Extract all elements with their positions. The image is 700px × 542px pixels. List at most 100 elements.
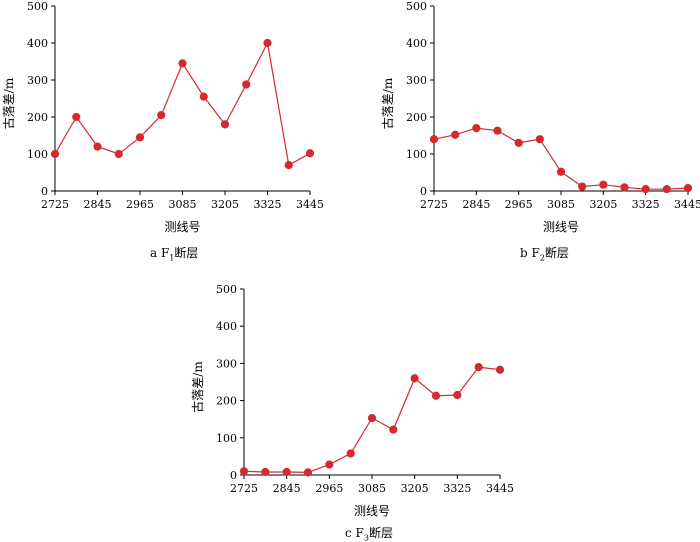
y-tick-label: 500	[27, 0, 48, 13]
data-point	[620, 183, 629, 192]
x-tick-label: 3205	[401, 482, 429, 495]
data-point	[493, 126, 502, 135]
data-point	[261, 467, 270, 477]
x-tick-label: 2845	[84, 198, 112, 211]
chart-b-caption: b F2断层	[520, 244, 569, 262]
chart-b-caption-sub: 2	[539, 253, 545, 263]
y-axis-title: 古落差/m	[1, 77, 16, 129]
y-tick-label: 300	[27, 74, 48, 87]
x-tick-label: 2725	[230, 482, 258, 495]
data-point	[495, 365, 505, 374]
data-point	[453, 390, 462, 400]
y-tick-label: 300	[216, 357, 237, 370]
data-point	[389, 425, 398, 434]
chart-c-caption-suffix: 断层	[368, 526, 393, 540]
y-tick-label: 400	[406, 37, 427, 50]
x-tick-label: 3445	[674, 198, 700, 211]
x-tick-label: 2965	[126, 198, 154, 211]
y-tick-label: 200	[216, 395, 237, 408]
chart-b-caption-suffix: 断层	[544, 246, 569, 260]
x-tick-label: 3085	[547, 198, 575, 211]
chart-c-svg: 0 100 200 300 400 500 2725 2845 2965 3085 3205 3325…	[190, 283, 514, 518]
data-point	[72, 112, 81, 122]
chart-b-caption-prefix: b F	[520, 246, 540, 260]
chart-c-caption: c F3断层	[345, 524, 393, 542]
data-point	[556, 167, 566, 176]
data-point	[451, 130, 460, 139]
x-tick-label: 2845	[273, 482, 301, 495]
x-tick-label: 2845	[462, 198, 490, 211]
chart-a-caption: a F1断层	[150, 244, 198, 262]
data-point	[367, 413, 377, 423]
y-tick-label: 500	[216, 283, 237, 296]
data-point	[683, 183, 693, 193]
chart-panel-b: 0 100 200 300 400 500 2725 2845 2965 3085 3205 3325…	[370, 0, 700, 262]
x-tick-label: 3205	[211, 198, 239, 211]
x-tick-label: 3205	[589, 198, 617, 211]
x-tick-label: 3085	[358, 482, 386, 495]
chart-a-caption-prefix: a F	[150, 246, 170, 260]
x-tick-label: 3325	[443, 482, 471, 495]
y-tick-label: 300	[406, 74, 427, 87]
data-point	[346, 449, 355, 458]
data-point	[135, 133, 145, 142]
data-point	[410, 374, 419, 383]
data-point	[325, 460, 334, 469]
y-tick-label: 100	[27, 148, 48, 161]
data-point	[199, 92, 208, 101]
x-tick-label: 3325	[254, 198, 282, 211]
data-point	[239, 467, 249, 476]
data-point	[305, 149, 315, 158]
y-tick-label: 400	[216, 320, 237, 333]
data-point	[535, 135, 544, 144]
y-tick-label: 0	[41, 185, 48, 198]
chart-panel-a: 0 100 200 300 400 500 2725 2845 2965 3085 3205 3325…	[0, 0, 330, 262]
data-point	[641, 185, 650, 194]
y-tick-label: 200	[406, 111, 427, 124]
data-point	[178, 59, 187, 68]
chart-a-caption-suffix: 断层	[174, 246, 199, 260]
y-tick-label: 0	[230, 469, 237, 482]
data-point	[429, 135, 439, 144]
x-tick-label: 2965	[505, 198, 533, 211]
y-tick-label: 400	[27, 37, 48, 50]
x-tick-label: 3445	[296, 198, 324, 211]
data-point	[242, 80, 251, 89]
x-axis-title: 测线号	[164, 220, 200, 234]
x-axis-title: 测线号	[354, 504, 390, 518]
chart-c-caption-prefix: c F	[345, 526, 364, 540]
data-point	[114, 149, 123, 159]
data-point	[578, 182, 587, 191]
data-point	[50, 149, 60, 159]
data-point	[431, 391, 441, 400]
y-tick-label: 200	[27, 111, 48, 124]
chart-c-caption-sub: 3	[363, 533, 369, 542]
chart-panel-c: 0 100 200 300 400 500 2725 2845 2965 3085 3205 3325…	[180, 282, 520, 542]
data-point	[599, 180, 608, 189]
data-point	[662, 185, 671, 194]
x-tick-label: 3445	[486, 482, 514, 495]
x-tick-label: 3325	[632, 198, 660, 211]
y-tick-label: 100	[216, 432, 237, 445]
chart-b-svg: 0 100 200 300 400 500 2725 2845 2965 3085 3205 3325…	[380, 0, 700, 234]
y-tick-label: 500	[406, 0, 427, 13]
chart-a-svg: 0 100 200 300 400 500 2725 2845 2965 3085 3205 3325…	[1, 0, 324, 234]
y-tick-label: 0	[420, 185, 427, 198]
data-point	[157, 111, 166, 120]
data-point	[282, 467, 291, 477]
data-point	[303, 468, 313, 477]
chart-a-caption-sub: 1	[169, 253, 175, 263]
series-line	[433, 127, 689, 190]
y-axis-title: 古落差/m	[380, 77, 395, 129]
data-point	[93, 142, 102, 151]
data-point	[472, 124, 481, 133]
y-axis-title: 古落差/m	[190, 361, 205, 413]
data-point	[514, 138, 523, 147]
x-tick-label: 2725	[41, 198, 69, 211]
x-axis-title: 测线号	[543, 220, 579, 234]
x-tick-label: 2965	[315, 482, 343, 495]
data-point	[263, 38, 272, 48]
x-tick-label: 3085	[169, 198, 197, 211]
data-point	[474, 363, 483, 372]
data-point	[220, 120, 230, 129]
